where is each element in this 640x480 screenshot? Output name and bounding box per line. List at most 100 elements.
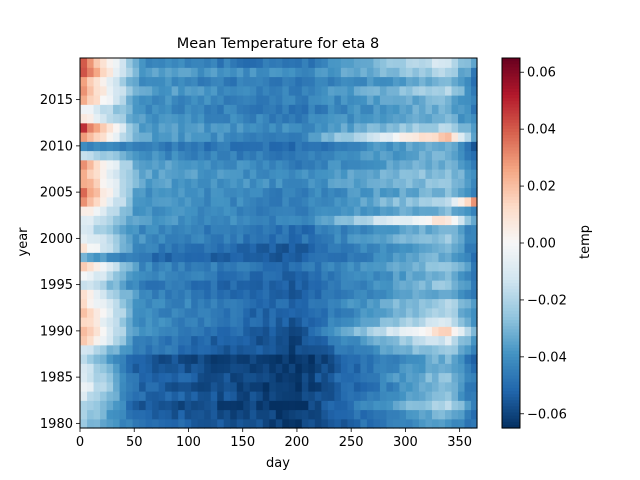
heatmap-cell bbox=[171, 400, 179, 411]
heatmap-cell bbox=[230, 270, 238, 281]
heatmap-cell bbox=[321, 150, 329, 161]
heatmap-cell bbox=[438, 169, 446, 179]
heatmap-cell bbox=[301, 141, 309, 152]
heatmap-cell bbox=[204, 409, 212, 420]
heatmap-cell bbox=[353, 418, 361, 429]
heatmap-cell bbox=[80, 178, 88, 189]
heatmap-cell bbox=[366, 317, 375, 327]
heatmap-cell bbox=[139, 85, 147, 96]
heatmap-cell bbox=[256, 381, 264, 392]
colorbar-tick-label: −0.02 bbox=[527, 293, 567, 308]
heatmap-cell bbox=[223, 307, 231, 318]
heatmap-cell bbox=[113, 141, 121, 152]
heatmap-cell bbox=[210, 298, 218, 309]
heatmap-cell bbox=[308, 178, 316, 189]
heatmap-cell bbox=[360, 261, 368, 272]
heatmap-cell bbox=[230, 169, 238, 179]
heatmap-cell bbox=[249, 159, 257, 170]
heatmap-cell bbox=[288, 196, 296, 207]
heatmap-cell bbox=[243, 289, 251, 300]
heatmap-cell bbox=[425, 391, 433, 401]
heatmap-cell bbox=[87, 178, 95, 189]
heatmap-cell bbox=[308, 307, 316, 318]
heatmap-cell bbox=[353, 141, 361, 152]
heatmap-cell bbox=[458, 391, 466, 401]
heatmap-cell bbox=[399, 243, 407, 253]
heatmap-cell bbox=[282, 58, 290, 68]
heatmap-cell bbox=[171, 270, 179, 281]
heatmap-cell bbox=[327, 270, 335, 281]
heatmap-cell bbox=[152, 270, 160, 281]
heatmap-cell bbox=[236, 122, 244, 133]
heatmap-cell bbox=[171, 381, 179, 392]
heatmap-cell bbox=[178, 187, 186, 198]
heatmap-cell bbox=[445, 363, 453, 374]
heatmap-cell bbox=[113, 58, 121, 68]
heatmap-cell bbox=[288, 243, 296, 253]
heatmap-cell bbox=[87, 270, 95, 281]
heatmap-cell bbox=[158, 215, 166, 226]
heatmap-cell bbox=[132, 252, 140, 263]
heatmap-cell bbox=[236, 132, 244, 142]
heatmap-cell bbox=[438, 372, 446, 383]
heatmap-cell bbox=[269, 159, 277, 170]
heatmap-cell bbox=[418, 224, 427, 235]
heatmap-cell bbox=[392, 141, 401, 152]
heatmap-cell bbox=[301, 215, 309, 226]
heatmap-cell bbox=[269, 132, 277, 142]
heatmap-cell bbox=[445, 122, 453, 133]
heatmap-cell bbox=[197, 206, 205, 216]
heatmap-cell bbox=[210, 85, 218, 96]
heatmap-cell bbox=[314, 141, 322, 152]
heatmap-cell bbox=[184, 381, 192, 392]
heatmap-cell bbox=[308, 381, 316, 392]
heatmap-cell bbox=[301, 418, 309, 429]
heatmap-cell bbox=[438, 289, 446, 300]
heatmap-cell bbox=[301, 122, 309, 133]
colorbar-segment bbox=[502, 391, 520, 395]
heatmap-cell bbox=[373, 409, 381, 420]
heatmap-cell bbox=[126, 85, 134, 96]
heatmap-cell bbox=[275, 344, 283, 355]
heatmap-cell bbox=[217, 280, 225, 290]
heatmap-cell bbox=[418, 67, 427, 78]
heatmap-cell bbox=[230, 372, 238, 383]
heatmap-cell bbox=[386, 67, 394, 78]
colorbar-segment bbox=[502, 70, 520, 75]
heatmap-cell bbox=[334, 270, 342, 281]
heatmap-cell bbox=[327, 298, 335, 309]
colorbar-segment bbox=[502, 313, 520, 318]
heatmap-cell bbox=[282, 409, 290, 420]
heatmap-cell bbox=[399, 215, 407, 226]
heatmap-cell bbox=[445, 400, 453, 411]
heatmap-cell bbox=[451, 169, 459, 179]
heatmap-cell bbox=[327, 243, 335, 253]
heatmap-cell bbox=[132, 58, 140, 68]
heatmap-cell bbox=[308, 298, 316, 309]
heatmap-cell bbox=[392, 400, 401, 411]
heatmap-cell bbox=[126, 344, 134, 355]
heatmap-cell bbox=[236, 270, 244, 281]
heatmap-cell bbox=[93, 67, 101, 78]
heatmap-cell bbox=[418, 243, 427, 253]
heatmap-cell bbox=[379, 381, 388, 392]
heatmap-cell bbox=[249, 122, 257, 133]
colorbar-segment bbox=[502, 360, 520, 364]
heatmap-cell bbox=[451, 354, 459, 364]
heatmap-cell bbox=[327, 187, 335, 198]
heatmap-cell bbox=[405, 85, 414, 96]
heatmap-cell bbox=[243, 85, 251, 96]
heatmap-cell bbox=[197, 95, 205, 105]
heatmap-cell bbox=[308, 215, 316, 226]
colorbar-segment bbox=[502, 95, 520, 99]
heatmap-cell bbox=[269, 122, 277, 133]
heatmap-cell bbox=[197, 252, 205, 263]
heatmap-cell bbox=[464, 326, 472, 337]
heatmap-cell bbox=[327, 409, 335, 420]
heatmap-cell bbox=[106, 335, 114, 346]
heatmap-cell bbox=[418, 372, 427, 383]
heatmap-cell bbox=[295, 122, 303, 133]
heatmap-cell bbox=[106, 372, 114, 383]
heatmap-cell bbox=[210, 391, 218, 401]
heatmap-cell bbox=[113, 335, 121, 346]
